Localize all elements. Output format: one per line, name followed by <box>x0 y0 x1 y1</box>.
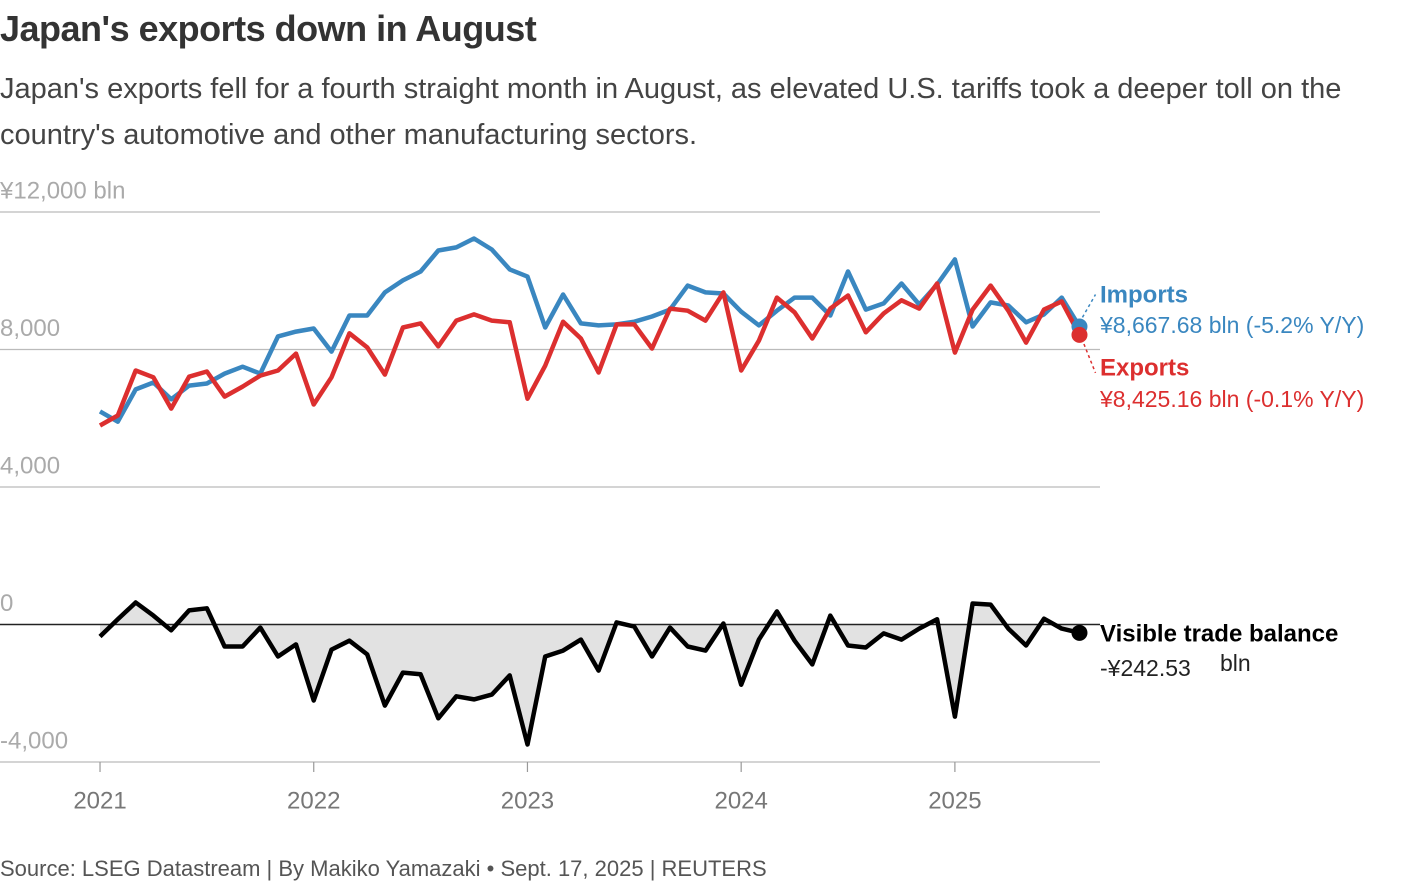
source-note: Source: LSEG Datastream | By Makiko Yama… <box>0 856 767 881</box>
series-line <box>98 281 1082 428</box>
annotation: ¥8,425.16 bln (-0.1% Y/Y) <box>1099 386 1364 412</box>
annotation: ¥8,667.68 bln (-5.2% Y/Y) <box>1099 312 1364 338</box>
y-tick-label: -4,000 <box>0 727 68 754</box>
y-tick-label: 4,000 <box>0 452 60 479</box>
end-point <box>1071 326 1088 343</box>
y-tick-label: ¥12,000 bln <box>0 177 125 204</box>
legend-label: Visible trade balance <box>1100 620 1338 647</box>
balance-area <box>100 602 1080 745</box>
series-line <box>98 600 1081 747</box>
legend-label: Exports <box>1100 354 1189 381</box>
x-tick-label: 2021 <box>73 787 126 814</box>
x-tick-label: 2024 <box>714 787 767 814</box>
annotation-unit: bln <box>1220 650 1251 676</box>
annotation: -¥242.53 <box>1100 655 1191 681</box>
x-tick-label: 2022 <box>287 787 340 814</box>
x-tick-label: 2025 <box>928 787 981 814</box>
y-tick-label: 8,000 <box>0 315 60 342</box>
series-line <box>98 236 1082 424</box>
x-tick-label: 2023 <box>501 787 554 814</box>
chart-subtitle: Japan's exports fell for a fourth straig… <box>0 73 1342 151</box>
y-tick-label: 0 <box>0 590 13 617</box>
annotation-leader <box>1078 294 1097 323</box>
legend-label: Imports <box>1100 281 1188 308</box>
chart-title: Japan's exports down in August <box>0 8 537 49</box>
end-point <box>1071 624 1088 641</box>
